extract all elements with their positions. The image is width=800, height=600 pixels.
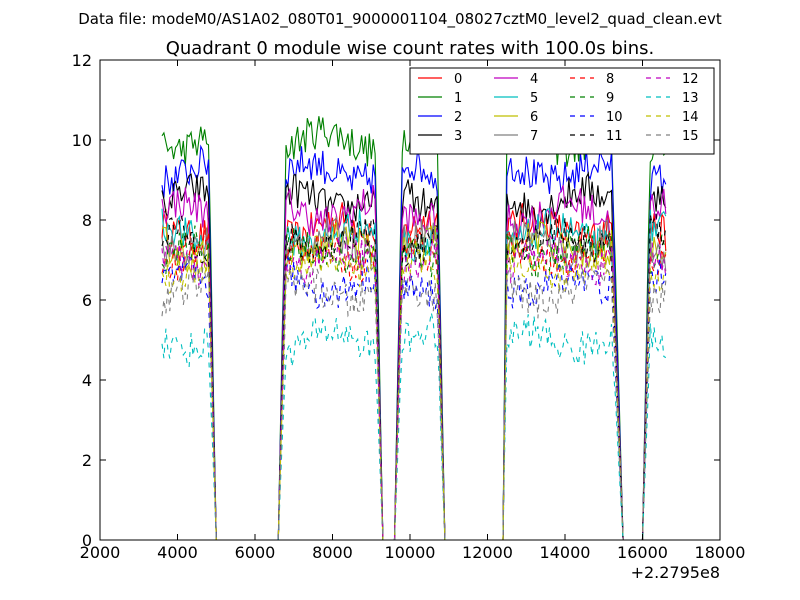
data-file-label: Data file: modeM0/AS1A02_080T01_90000011…: [78, 10, 722, 29]
legend-label-2: 2: [454, 110, 462, 125]
legend-label-8: 8: [606, 72, 614, 87]
legend-label-15: 15: [682, 129, 699, 144]
x-tick-label: 16000: [617, 543, 668, 562]
x-tick-label: 14000: [540, 543, 591, 562]
y-tick-label: 0: [82, 531, 92, 550]
x-tick-label: 10000: [385, 543, 436, 562]
axes: 2000 4000 6000 8000 10000 12000 14000 16000 1800…: [72, 51, 746, 562]
legend-label-14: 14: [682, 110, 699, 125]
legend-label-0: 0: [454, 72, 462, 87]
legend-label-12: 12: [682, 72, 699, 87]
x-tick-label: 18000: [695, 543, 746, 562]
x-tick-label: 4000: [157, 543, 198, 562]
y-tick-label: 6: [82, 291, 92, 310]
y-tick-label: 2: [82, 451, 92, 470]
legend-label-13: 13: [682, 91, 699, 106]
x-axis-offset-label: +2.2795e8: [631, 563, 720, 582]
chart-title: Quadrant 0 module wise count rates with …: [166, 38, 655, 59]
x-tick-label: 2000: [80, 543, 121, 562]
legend-label-1: 1: [454, 91, 462, 106]
x-tick-label: 8000: [312, 543, 353, 562]
legend-box: [409, 67, 715, 155]
y-tick-label: 8: [82, 211, 92, 230]
legend-label-6: 6: [530, 110, 538, 125]
y-tick-label: 12: [72, 51, 92, 70]
legend-label-5: 5: [530, 91, 538, 106]
legend-label-9: 9: [606, 91, 614, 106]
series-line-13: [161, 312, 667, 541]
y-tick-label: 4: [82, 371, 92, 390]
y-tick-label: 10: [72, 131, 92, 150]
legend-label-3: 3: [454, 129, 462, 144]
legend-label-10: 10: [606, 110, 623, 125]
legend-label-4: 4: [530, 72, 538, 87]
legend-label-11: 11: [606, 129, 623, 144]
series-line-12: [161, 232, 667, 541]
x-tick-label: 6000: [235, 543, 276, 562]
x-tick-label: 12000: [462, 543, 513, 562]
legend-label-7: 7: [530, 129, 538, 144]
